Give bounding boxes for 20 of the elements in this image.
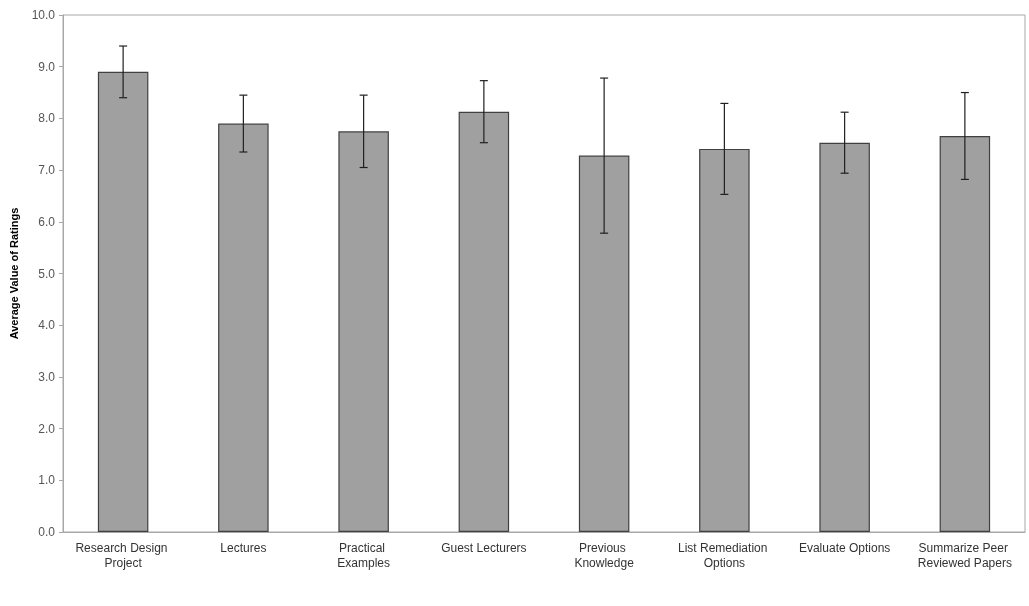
x-tick-label: Summarize Peer Reviewed Papers [917,540,1012,570]
x-tick-label: Guest Lecturers [441,540,527,555]
y-axis-title: Average Value of Ratings [7,207,20,340]
y-tick-label: 3.0 [38,369,56,384]
y-tick-label: 0.0 [38,525,56,539]
x-tick-label: Evaluate Options [798,540,891,555]
y-tick-label: 7.0 [38,163,56,178]
y-tick-label: 8.0 [38,111,56,126]
x-tick-label: Lectures [220,540,267,555]
y-tick-label: 6.0 [38,214,56,229]
x-tick-label: Previous Knowledge [574,540,635,570]
y-tick-label: 10.0 [31,8,56,22]
x-tick-label: Practical Examples [337,540,390,570]
y-tick-label: 1.0 [38,473,56,488]
y-tick-label: 5.0 [38,266,56,281]
x-tick-label: List Remediation Options [678,540,771,570]
y-tick-label: 4.0 [38,318,56,333]
x-tick-label: Research Design Project [75,540,171,570]
y-tick-label: 2.0 [38,421,56,436]
y-tick-label: 9.0 [38,59,56,74]
